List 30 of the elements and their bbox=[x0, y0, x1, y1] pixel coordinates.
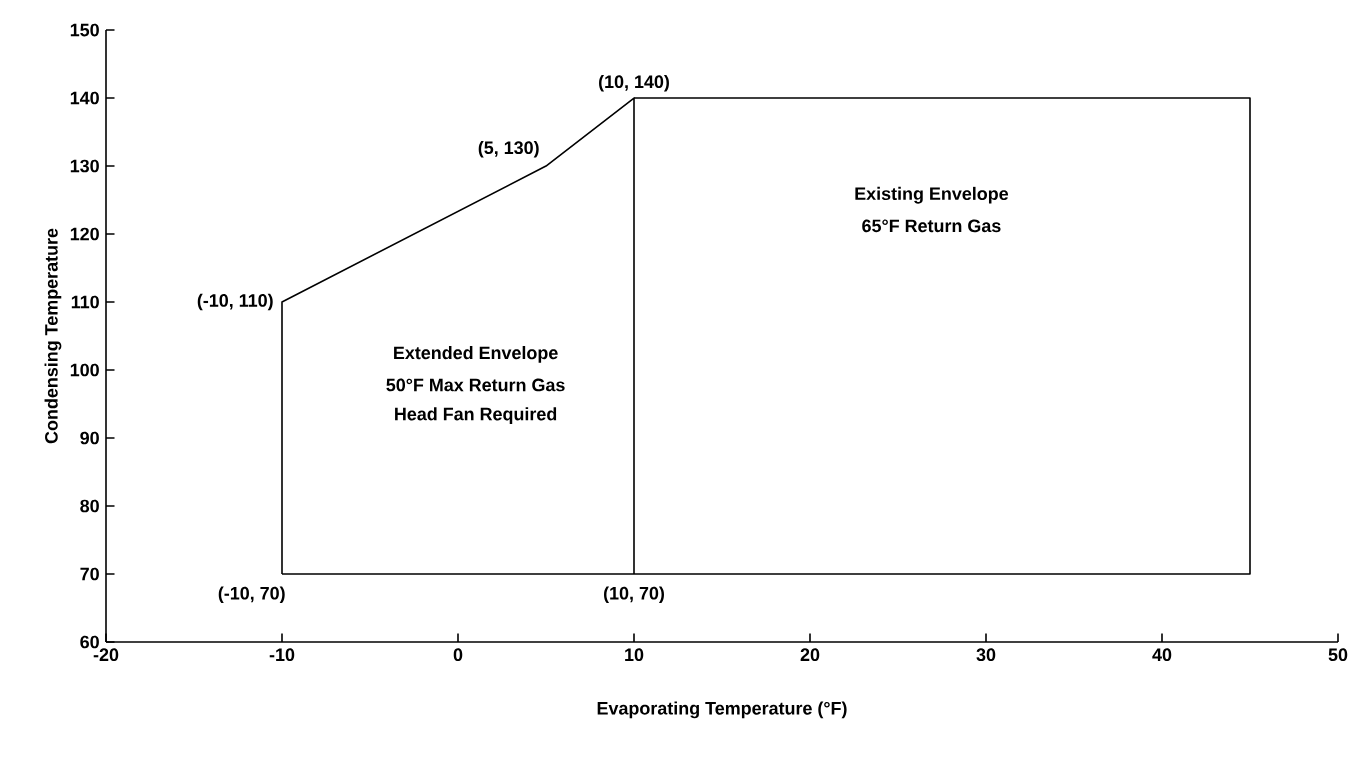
x-tick-label: 50 bbox=[1328, 648, 1348, 662]
x-tick-label: 0 bbox=[453, 648, 463, 662]
y-tick-label: 70 bbox=[80, 567, 99, 581]
annotation: (-10, 110) bbox=[197, 293, 273, 311]
y-tick-label: 60 bbox=[80, 635, 99, 649]
y-tick-label: 110 bbox=[71, 295, 99, 309]
annotation: (-10, 70) bbox=[218, 586, 285, 604]
x-tick-label: 20 bbox=[800, 648, 820, 662]
annotation: Head Fan Required bbox=[395, 407, 557, 424]
y-tick-label: 80 bbox=[80, 499, 99, 513]
y-axis-title: Condensing Temperature bbox=[44, 228, 62, 444]
y-tick-label: 120 bbox=[70, 227, 99, 241]
annotation: 65°F Return Gas bbox=[862, 219, 1001, 233]
y-tick-label: 130 bbox=[70, 159, 99, 173]
y-tick-label: 140 bbox=[70, 91, 99, 105]
x-tick-label: 30 bbox=[976, 648, 996, 662]
x-tick-label: 40 bbox=[1152, 648, 1172, 662]
annotation: 50°F Max Return Gas bbox=[386, 378, 565, 392]
y-tick-label: 100 bbox=[70, 363, 99, 377]
x-tick-label: -20 bbox=[93, 648, 119, 662]
annotation: Existing Envelope bbox=[855, 186, 1009, 204]
x-axis-title: Evaporating Temperature (°F) bbox=[597, 701, 847, 719]
annotation: (10, 70) bbox=[604, 586, 664, 604]
y-tick-label: 90 bbox=[80, 431, 99, 445]
y-tick-label: 150 bbox=[70, 23, 99, 37]
x-tick-label: -10 bbox=[269, 648, 295, 662]
annotation: Extended Envelope bbox=[394, 346, 558, 363]
annotation: (10, 140) bbox=[599, 74, 669, 92]
x-tick-label: 10 bbox=[625, 648, 644, 662]
annotation: (5, 130) bbox=[478, 140, 539, 158]
